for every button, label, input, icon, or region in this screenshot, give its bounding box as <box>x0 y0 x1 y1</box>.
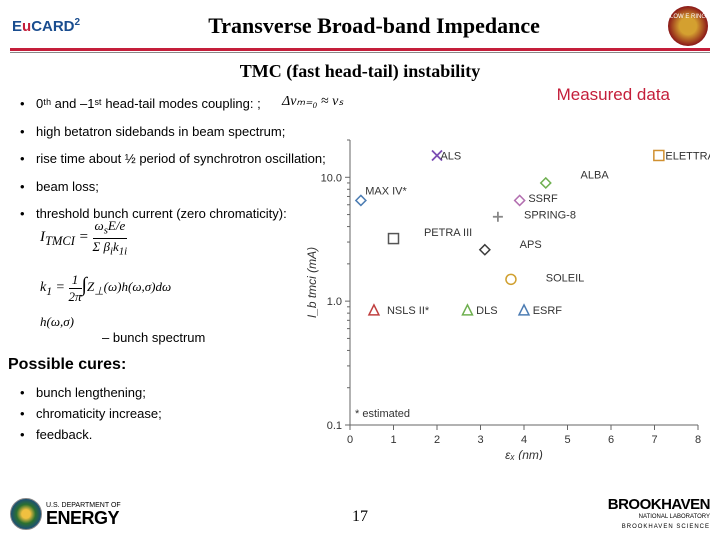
subtitle: TMC (fast head-tail) instability <box>0 61 720 82</box>
logo-u: u <box>22 18 31 35</box>
svg-text:5: 5 <box>564 434 570 446</box>
logo-card: CARD <box>31 18 74 35</box>
svg-text:SSRF: SSRF <box>528 193 558 205</box>
bnl-name: BROOKHAVEN <box>608 497 710 514</box>
svg-text:DLS: DLS <box>476 305 497 317</box>
svg-text:10.0: 10.0 <box>321 172 342 184</box>
divider-grey <box>10 52 710 53</box>
svg-text:2: 2 <box>434 434 440 446</box>
eucard-logo: EuCARD2 <box>12 17 80 35</box>
formula-hw: h(ω,σ) <box>40 314 220 330</box>
cure-item: feedback. <box>18 424 162 445</box>
bnl-logo: BROOKHAVEN NATIONAL LABORATORY BROOKHAVE… <box>608 497 710 531</box>
svg-text:NSLS II*: NSLS II* <box>387 305 430 317</box>
svg-text:MAX IV*: MAX IV* <box>365 186 407 198</box>
svg-text:ELETTRA: ELETTRA <box>665 150 710 162</box>
svg-text:8: 8 <box>695 434 701 446</box>
energy-text: U.S. DEPARTMENT OF ENERGY <box>46 502 121 527</box>
page-title: Transverse Broad-band Impedance <box>80 13 668 39</box>
svg-text:* estimated: * estimated <box>355 408 410 420</box>
cures-list: bunch lengthening; chromaticity increase… <box>18 382 162 445</box>
divider-red <box>10 48 710 51</box>
logo-e: E <box>12 18 22 35</box>
scatter-chart: 0 1 2 3 4 5 6 7 8 0.1 1.0 10.0 εₓ (nm) I_b tmci (mA) *… <box>300 130 710 460</box>
svg-text:4: 4 <box>521 434 527 446</box>
energy-logo: U.S. DEPARTMENT OF ENERGY <box>10 498 121 530</box>
energy-name: ENERGY <box>46 509 121 527</box>
energy-seal-icon <box>10 498 42 530</box>
cure-item: bunch lengthening; <box>18 382 162 403</box>
header: EuCARD2 Transverse Broad-band Impedance … <box>0 0 720 48</box>
measured-data-label: Measured data <box>557 85 670 105</box>
svg-text:1: 1 <box>390 434 396 446</box>
bnl-assoc: BROOKHAVEN SCIENCE <box>608 524 710 531</box>
cures-heading: Possible cures: <box>8 356 126 374</box>
svg-text:ALBA: ALBA <box>581 170 610 182</box>
svg-text:εₓ (nm): εₓ (nm) <box>505 448 543 460</box>
svg-text:1.0: 1.0 <box>327 296 342 308</box>
bnl-sub: NATIONAL LABORATORY <box>608 514 710 521</box>
svg-text:0: 0 <box>347 434 353 446</box>
svg-text:ESRF: ESRF <box>533 305 563 317</box>
cure-item: chromaticity increase; <box>18 403 162 424</box>
svg-text:PETRA III: PETRA III <box>424 227 472 239</box>
page-number: 17 <box>352 508 368 526</box>
formula-region: ITMCI = ωsE/eΣ βik1i k1 = 12π∫Z⊥(ω)h(ω,σ… <box>40 218 220 330</box>
bunch-spectrum-label: – bunch spectrum <box>102 330 205 345</box>
svg-text:SOLEIL: SOLEIL <box>546 273 585 285</box>
svg-text:SPRING-8: SPRING-8 <box>524 210 576 222</box>
inline-formula: Δνₘ₌₀ ≈ νₛ <box>282 93 344 110</box>
formula-k1: k1 = 12π∫Z⊥(ω)h(ω,σ)dω <box>40 272 220 304</box>
svg-text:ALS: ALS <box>440 150 461 162</box>
formula-itmci: ITMCI = ωsE/eΣ βik1i <box>40 218 220 258</box>
svg-text:0.1: 0.1 <box>327 420 342 432</box>
svg-text:6: 6 <box>608 434 614 446</box>
svg-text:I_b tmci (mA): I_b tmci (mA) <box>305 247 319 318</box>
svg-text:3: 3 <box>477 434 483 446</box>
svg-text:7: 7 <box>651 434 657 446</box>
ring-logo: LOW E RING <box>668 6 708 46</box>
svg-text:APS: APS <box>520 239 542 251</box>
